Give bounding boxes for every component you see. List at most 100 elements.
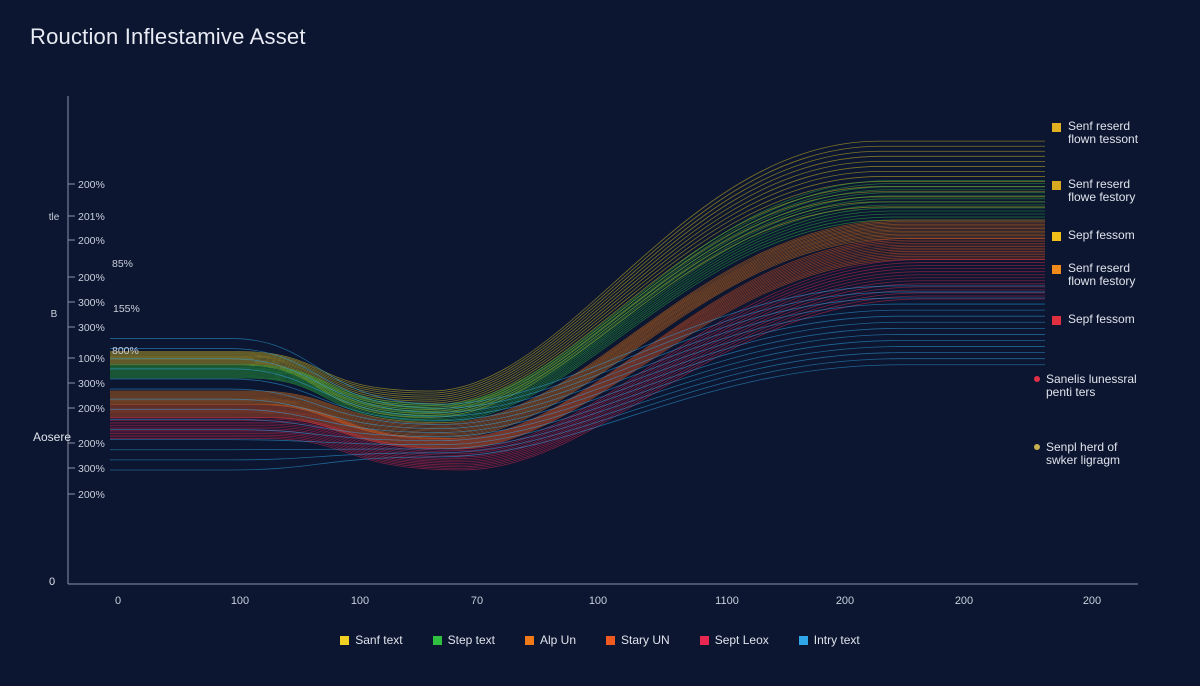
- series-line: [110, 216, 1045, 422]
- series-line: [110, 327, 1045, 433]
- series-line: [110, 315, 1045, 425]
- series-line: [110, 223, 1045, 427]
- series-line: [110, 198, 1045, 414]
- series-line: [110, 352, 1045, 451]
- series-line: [110, 241, 1045, 441]
- series-line: [110, 207, 1045, 418]
- series-line: [110, 150, 1045, 396]
- series-line: [110, 222, 1045, 426]
- y-axis-title: Aosere: [33, 430, 71, 444]
- y-side-label: B: [51, 309, 58, 320]
- series-line: [110, 242, 1045, 442]
- x-tick-label: 70: [471, 595, 483, 607]
- legend-swatch: [1052, 232, 1061, 241]
- legend-swatch: [340, 635, 350, 645]
- series-line: [110, 295, 1045, 469]
- y-tick-label: 100%: [78, 353, 105, 365]
- series-line: [110, 265, 1045, 453]
- bottom-legend-item: Sanf text: [340, 633, 403, 647]
- legend-swatch: [1052, 181, 1061, 190]
- series-line: [110, 285, 1045, 405]
- y-tick-label: 200%: [78, 438, 105, 450]
- legend-swatch: [699, 635, 709, 645]
- bottom-legend-item: Step text: [432, 633, 495, 647]
- series-line: [110, 219, 1045, 424]
- series-line: [110, 286, 1045, 464]
- right-legend-item: Senf reserd flowe festory: [1052, 177, 1136, 204]
- series-line: [110, 346, 1045, 446]
- series-line: [110, 252, 1045, 447]
- series-line: [110, 247, 1045, 444]
- legend-swatch: [1052, 316, 1061, 325]
- series-line: [110, 180, 1045, 405]
- right-legend-item: Senpl herd of swker ligragm: [1034, 440, 1121, 467]
- right-legend-label: Sepf fessom: [1068, 228, 1135, 242]
- y-tick-label: 300%: [78, 322, 105, 334]
- series-line: [110, 249, 1045, 445]
- legend-label: Alp Un: [539, 633, 577, 647]
- series-line: [110, 186, 1045, 408]
- right-legend-label: Senf reserd flown tessont: [1068, 119, 1139, 146]
- right-legend-label: Sanelis lunessral penti ters: [1046, 372, 1137, 399]
- y-origin-label: 0: [49, 576, 55, 588]
- series-line: [110, 283, 1045, 463]
- bottom-legend: Sanf text Step text Alp Un Stary UN Sept Leo…: [0, 633, 1200, 647]
- series-line: [110, 334, 1045, 438]
- bottom-legend-item: Intry text: [798, 633, 860, 647]
- series-line: [110, 204, 1045, 416]
- y-tick-label: 201%: [78, 211, 105, 223]
- legend-swatch: [432, 635, 442, 645]
- series-line: [110, 292, 1045, 468]
- point-label: 155%: [113, 303, 140, 315]
- y-tick-label: 300%: [78, 463, 105, 475]
- legend-label: Intry text: [813, 633, 860, 647]
- right-legend-label: Sepf fessom: [1068, 312, 1135, 326]
- legend-swatch: [524, 635, 534, 645]
- right-legend-item: Senf reserd flown tessont: [1052, 119, 1139, 146]
- series-line: [110, 303, 1045, 417]
- series-line: [110, 358, 1045, 461]
- legend-swatch: [1052, 123, 1061, 132]
- series-line: [110, 340, 1045, 442]
- series-line: [110, 309, 1045, 421]
- axes: [67, 96, 1138, 585]
- series-line: [110, 364, 1045, 471]
- series-line: [110, 171, 1045, 404]
- series-line: [110, 268, 1045, 455]
- point-label: 800%: [112, 345, 139, 357]
- series-line: [110, 244, 1045, 443]
- chart-title: Rouction Inflestamive Asset: [30, 24, 306, 49]
- y-tick-label: 300%: [78, 378, 105, 390]
- series-line: [110, 183, 1045, 407]
- x-tick-label: 100: [351, 595, 369, 607]
- series-line: [110, 231, 1045, 433]
- legend-label: Step text: [447, 633, 495, 647]
- series-line: [110, 232, 1045, 434]
- legend-swatch: [1034, 376, 1040, 382]
- legend-swatch: [606, 635, 616, 645]
- legend-label: Stary UN: [621, 633, 670, 647]
- legend-swatch: [1052, 265, 1061, 274]
- series-line: [110, 262, 1045, 451]
- x-tick-label: 200: [1083, 595, 1101, 607]
- right-legend-label: Senf reserd flowe festory: [1068, 177, 1136, 204]
- right-legend-label: Senpl herd of swker ligragm: [1046, 440, 1121, 467]
- legend-label: Sanf text: [355, 633, 403, 647]
- series-line: [110, 280, 1045, 461]
- series-line: [110, 298, 1045, 471]
- series-line: [110, 155, 1045, 398]
- series-line: [110, 239, 1045, 440]
- line-bundle: [110, 140, 1045, 471]
- bottom-legend-item: Alp Un: [524, 633, 577, 647]
- right-legend-label: Senf reserd flown festory: [1068, 261, 1136, 288]
- x-tick-label: 100: [231, 595, 249, 607]
- series-line: [110, 321, 1045, 429]
- y-tick-label: 200%: [78, 489, 105, 501]
- right-legend-item: Sepf fessom: [1052, 228, 1135, 242]
- y-tick-label: 200%: [78, 403, 105, 415]
- right-legend-item: Sanelis lunessral penti ters: [1034, 372, 1137, 399]
- right-legend-item: Senf reserd flown festory: [1052, 261, 1136, 288]
- series-line: [110, 233, 1045, 436]
- y-tick-label: 200%: [78, 235, 105, 247]
